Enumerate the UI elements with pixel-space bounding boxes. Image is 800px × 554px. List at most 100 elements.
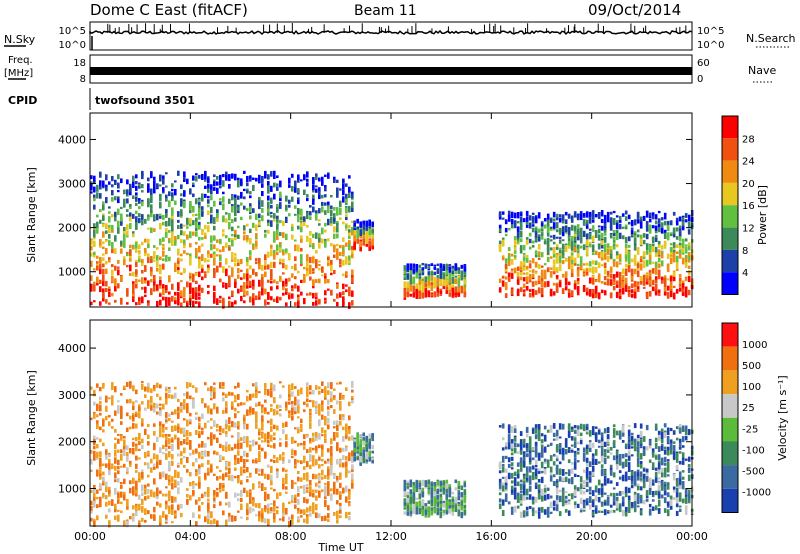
echo-cell bbox=[153, 259, 156, 262]
echo-cell bbox=[445, 288, 449, 294]
echo-cell bbox=[669, 243, 673, 246]
echo-cell bbox=[318, 190, 321, 195]
echo-cell bbox=[183, 439, 186, 445]
echo-cell bbox=[102, 257, 105, 262]
echo-cell bbox=[141, 219, 144, 226]
echo-cell bbox=[177, 219, 180, 223]
echo-cell bbox=[252, 284, 255, 290]
echo-cell bbox=[318, 194, 321, 200]
echo-cell bbox=[457, 271, 461, 274]
echo-cell bbox=[117, 478, 120, 483]
echo-cell bbox=[351, 201, 354, 208]
echo-cell bbox=[123, 233, 126, 239]
echo-cell bbox=[213, 518, 216, 522]
echo-cell bbox=[321, 227, 324, 235]
echo-cell bbox=[129, 400, 132, 404]
echo-cell bbox=[207, 183, 210, 189]
echo-cell bbox=[174, 496, 177, 503]
echo-cell bbox=[138, 520, 141, 528]
echo-cell bbox=[189, 482, 192, 487]
echo-cell bbox=[258, 257, 261, 264]
echo-cell bbox=[540, 272, 544, 279]
colorbar-tick-label: 12 bbox=[742, 224, 755, 235]
echo-cell bbox=[531, 240, 535, 244]
echo-cell bbox=[318, 432, 321, 439]
echo-cell bbox=[129, 463, 132, 467]
echo-cell bbox=[90, 458, 93, 465]
echo-cell bbox=[162, 284, 165, 289]
echo-cell bbox=[141, 296, 144, 304]
echo-cell bbox=[330, 438, 333, 445]
echo-cell bbox=[204, 450, 207, 457]
echo-cell bbox=[201, 268, 204, 273]
echo-cell bbox=[162, 452, 165, 455]
echo-cell bbox=[276, 233, 279, 241]
echo-cell bbox=[427, 511, 431, 518]
echo-cell bbox=[321, 194, 324, 199]
echo-cell bbox=[156, 411, 159, 415]
echo-cell bbox=[525, 237, 529, 240]
echo-cell bbox=[108, 500, 111, 506]
echo-cell bbox=[243, 469, 246, 474]
echo-cell bbox=[159, 384, 162, 389]
echo-cell bbox=[339, 209, 342, 216]
echo-cell bbox=[600, 242, 604, 249]
echo-cell bbox=[201, 427, 204, 431]
echo-cell bbox=[300, 418, 303, 423]
echo-cell bbox=[430, 492, 434, 499]
echo-cell bbox=[294, 396, 297, 401]
echo-cell bbox=[297, 510, 300, 514]
echo-cell bbox=[210, 432, 213, 435]
echo-cell bbox=[648, 270, 652, 273]
echo-cell bbox=[445, 266, 449, 271]
echo-cell bbox=[588, 277, 592, 284]
echo-cell bbox=[324, 429, 327, 433]
echo-cell bbox=[624, 224, 628, 227]
echo-cell bbox=[198, 443, 201, 448]
echo-cell bbox=[153, 275, 156, 282]
echo-cell bbox=[642, 274, 646, 281]
echo-cell bbox=[177, 224, 180, 230]
echo-cell bbox=[600, 240, 604, 246]
echo-cell bbox=[681, 257, 685, 265]
echo-cell bbox=[132, 447, 135, 455]
colorbar-tick-label: 8 bbox=[742, 246, 748, 257]
echo-cell bbox=[288, 388, 291, 395]
echo-cell bbox=[111, 176, 114, 182]
echo-cell bbox=[336, 382, 339, 385]
echo-cell bbox=[270, 382, 273, 389]
echo-cell bbox=[315, 300, 318, 306]
echo-cell bbox=[234, 407, 237, 412]
echo-cell bbox=[186, 252, 189, 255]
echo-cell bbox=[451, 499, 455, 503]
echo-cell bbox=[123, 449, 126, 456]
echo-cell bbox=[201, 197, 204, 202]
echo-cell bbox=[225, 404, 228, 409]
echo-cell bbox=[504, 264, 508, 268]
echo-cell bbox=[201, 276, 204, 281]
echo-cell bbox=[195, 248, 198, 252]
echo-cell bbox=[684, 291, 688, 298]
echo-cell bbox=[351, 249, 354, 256]
echo-cell bbox=[642, 278, 646, 283]
echo-cell bbox=[174, 500, 177, 503]
echo-cell bbox=[267, 175, 270, 180]
echo-cell bbox=[126, 224, 129, 230]
echo-cell bbox=[297, 486, 300, 493]
echo-cell bbox=[463, 287, 467, 294]
echo-cell bbox=[180, 427, 183, 434]
echo-cell bbox=[180, 477, 183, 483]
echo-cell bbox=[294, 180, 297, 188]
echo-cell bbox=[306, 490, 309, 493]
echo-cell bbox=[576, 217, 580, 221]
echo-cell bbox=[327, 469, 330, 476]
echo-cell bbox=[552, 211, 556, 218]
echo-cell bbox=[427, 283, 431, 289]
echo-cell bbox=[261, 415, 264, 421]
echo-cell bbox=[153, 253, 156, 260]
echo-cell bbox=[162, 428, 165, 433]
echo-cell bbox=[406, 281, 410, 288]
echo-cell bbox=[159, 198, 162, 201]
echo-cell bbox=[603, 275, 607, 281]
echo-cell bbox=[294, 263, 297, 271]
